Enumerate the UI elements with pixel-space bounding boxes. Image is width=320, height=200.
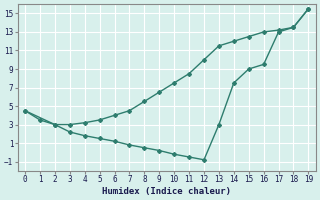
X-axis label: Humidex (Indice chaleur): Humidex (Indice chaleur): [102, 187, 231, 196]
